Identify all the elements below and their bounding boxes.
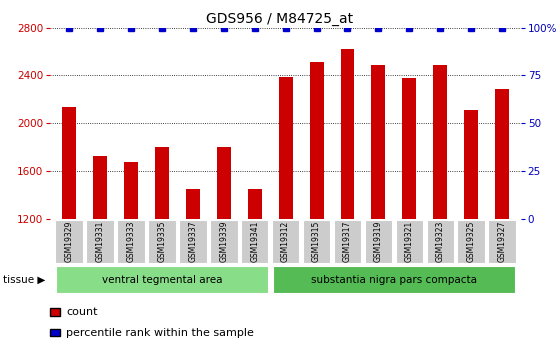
Bar <box>186 189 200 345</box>
Bar <box>155 147 169 345</box>
FancyBboxPatch shape <box>241 220 268 264</box>
FancyBboxPatch shape <box>365 220 392 264</box>
Bar <box>62 107 76 345</box>
Bar <box>403 78 416 345</box>
Bar <box>93 156 107 345</box>
Bar <box>371 65 385 345</box>
FancyBboxPatch shape <box>55 220 83 264</box>
Text: GSM19323: GSM19323 <box>436 221 445 262</box>
Text: GSM19321: GSM19321 <box>405 221 414 262</box>
FancyBboxPatch shape <box>148 220 176 264</box>
Text: GSM19329: GSM19329 <box>64 221 73 262</box>
FancyBboxPatch shape <box>458 220 485 264</box>
FancyBboxPatch shape <box>303 220 330 264</box>
Text: GSM19331: GSM19331 <box>95 221 104 262</box>
FancyBboxPatch shape <box>56 266 268 294</box>
FancyBboxPatch shape <box>488 220 516 264</box>
Bar <box>464 110 478 345</box>
FancyBboxPatch shape <box>273 266 515 294</box>
Text: substantia nigra pars compacta: substantia nigra pars compacta <box>311 275 477 285</box>
Text: GSM19333: GSM19333 <box>127 221 136 262</box>
Text: percentile rank within the sample: percentile rank within the sample <box>66 328 254 337</box>
FancyBboxPatch shape <box>117 220 144 264</box>
Text: count: count <box>66 307 97 317</box>
Text: GSM19339: GSM19339 <box>219 221 228 262</box>
Bar <box>248 189 262 345</box>
Text: ventral tegmental area: ventral tegmental area <box>101 275 222 285</box>
Text: GSM19335: GSM19335 <box>157 221 166 262</box>
Text: GSM19341: GSM19341 <box>250 221 259 262</box>
FancyBboxPatch shape <box>334 220 361 264</box>
Text: GSM19319: GSM19319 <box>374 221 383 262</box>
Text: GDS956 / M84725_at: GDS956 / M84725_at <box>207 12 353 26</box>
Text: GSM19315: GSM19315 <box>312 221 321 262</box>
Bar <box>124 161 138 345</box>
FancyBboxPatch shape <box>395 220 423 264</box>
Bar <box>433 65 447 345</box>
Bar <box>495 89 509 345</box>
FancyBboxPatch shape <box>427 220 454 264</box>
Bar <box>217 147 231 345</box>
Text: GSM19327: GSM19327 <box>498 221 507 262</box>
FancyBboxPatch shape <box>179 220 207 264</box>
FancyBboxPatch shape <box>86 220 114 264</box>
Text: GSM19337: GSM19337 <box>188 221 197 262</box>
Text: GSM19325: GSM19325 <box>467 221 476 262</box>
Bar <box>279 77 292 345</box>
Text: GSM19312: GSM19312 <box>281 221 290 262</box>
Bar <box>340 49 354 345</box>
Text: GSM19317: GSM19317 <box>343 221 352 262</box>
FancyBboxPatch shape <box>210 220 237 264</box>
Text: tissue ▶: tissue ▶ <box>3 275 45 285</box>
FancyBboxPatch shape <box>272 220 300 264</box>
Bar <box>310 62 324 345</box>
